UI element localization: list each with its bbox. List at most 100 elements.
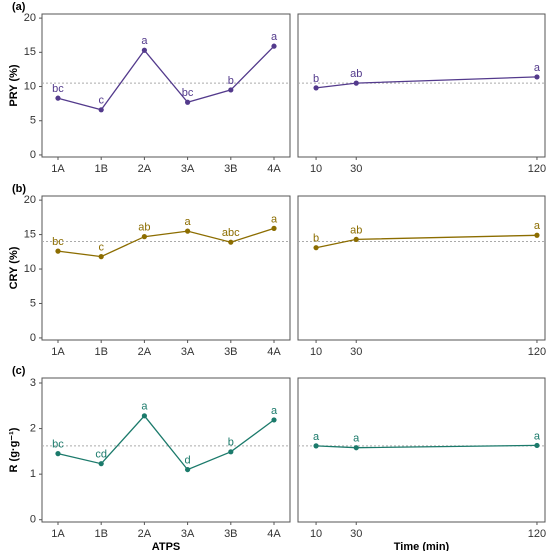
annotation: b [228, 437, 234, 449]
data-point [98, 461, 104, 467]
x-tick-label: 4A [267, 163, 281, 175]
data-point [313, 245, 319, 251]
data-point [141, 234, 147, 240]
panel [41, 377, 291, 523]
annotation: b [228, 75, 234, 87]
annotation: a [313, 431, 320, 443]
x-tick-label: 10 [310, 346, 322, 358]
x-tick-label: 30 [350, 163, 362, 175]
data-point [98, 107, 104, 113]
y-tick-label: 0 [30, 149, 36, 161]
data-point [271, 43, 277, 49]
y-tick-label: 5 [30, 115, 36, 127]
data-point [313, 443, 319, 449]
panel [297, 13, 546, 158]
panel [297, 195, 546, 341]
data-point [313, 85, 319, 91]
y-axis-label: CRY (%) [8, 246, 20, 289]
x-axis-label: Time (min) [394, 541, 450, 551]
data-point [185, 228, 191, 234]
annotation: c [98, 95, 104, 107]
panel-title: (b) [12, 183, 26, 195]
x-tick-label: 2A [138, 346, 152, 358]
y-tick-label: 2 [30, 422, 36, 434]
data-point [228, 449, 234, 455]
annotation: a [141, 401, 148, 413]
data-point [228, 239, 234, 245]
x-axis-label: ATPS [152, 541, 181, 551]
series-line [57, 45, 275, 111]
series-line [57, 414, 275, 471]
data-point [55, 451, 61, 457]
annotation: abc [222, 227, 240, 239]
data-point [141, 413, 147, 419]
y-tick-label: 20 [24, 194, 36, 206]
data-point [141, 47, 147, 53]
data-point [534, 232, 540, 238]
x-tick-label: 3B [224, 528, 237, 540]
data-point [353, 445, 359, 451]
panel-title: (c) [12, 365, 26, 377]
annotation: bc [52, 236, 64, 248]
x-tick-label: 3B [224, 163, 237, 175]
y-tick-label: 3 [30, 377, 36, 389]
y-tick-label: 1 [30, 468, 36, 480]
data-point [228, 87, 234, 93]
annotation: bc [52, 83, 64, 95]
data-point [271, 417, 277, 423]
data-point [353, 80, 359, 86]
data-point [185, 99, 191, 105]
data-point [534, 74, 540, 80]
annotation: a [353, 433, 360, 445]
data-point [534, 442, 540, 449]
panel [297, 377, 546, 523]
series-line [57, 227, 275, 258]
annotation: d [185, 455, 191, 467]
x-tick-label: 4A [267, 346, 281, 358]
panel [41, 13, 291, 158]
y-tick-label: 10 [24, 80, 36, 92]
y-tick-label: 15 [24, 228, 36, 240]
annotation: a [271, 405, 278, 417]
panel-title: (a) [12, 1, 26, 13]
y-tick-label: 20 [24, 12, 36, 24]
annotation: a [534, 220, 541, 232]
y-axis-label: R (g·g⁻¹) [8, 427, 20, 472]
annotation: b [313, 233, 319, 245]
x-tick-label: 3A [181, 346, 195, 358]
x-tick-label: 1B [94, 528, 107, 540]
x-tick-label: 120 [528, 346, 546, 358]
annotation: a [271, 213, 278, 225]
y-tick-label: 10 [24, 263, 36, 275]
annotation: ab [138, 222, 150, 234]
annotation: a [141, 35, 148, 47]
annotation: b [313, 73, 319, 85]
data-point [55, 95, 61, 101]
x-tick-label: 1A [51, 163, 65, 175]
x-tick-label: 2A [138, 163, 152, 175]
panel [41, 195, 291, 341]
y-tick-label: 0 [30, 514, 36, 526]
x-tick-label: 10 [310, 528, 322, 540]
y-tick-label: 0 [30, 332, 36, 344]
x-tick-label: 10 [310, 163, 322, 175]
annotation: a [534, 62, 541, 74]
data-point [98, 254, 104, 260]
x-tick-label: 3B [224, 346, 237, 358]
annotation: cd [95, 449, 107, 461]
x-tick-label: 30 [350, 528, 362, 540]
annotation: ab [350, 68, 362, 80]
data-point [353, 236, 359, 243]
x-tick-label: 1A [51, 528, 65, 540]
x-tick-label: 1B [94, 346, 107, 358]
x-tick-label: 1A [51, 346, 65, 358]
annotation: ab [350, 224, 362, 236]
annotation: a [271, 31, 278, 43]
annotation: bc [52, 439, 64, 451]
x-tick-label: 4A [267, 528, 281, 540]
data-point [271, 225, 277, 231]
x-tick-label: 1B [94, 163, 107, 175]
annotation: bc [182, 87, 194, 99]
annotation: a [185, 216, 192, 228]
